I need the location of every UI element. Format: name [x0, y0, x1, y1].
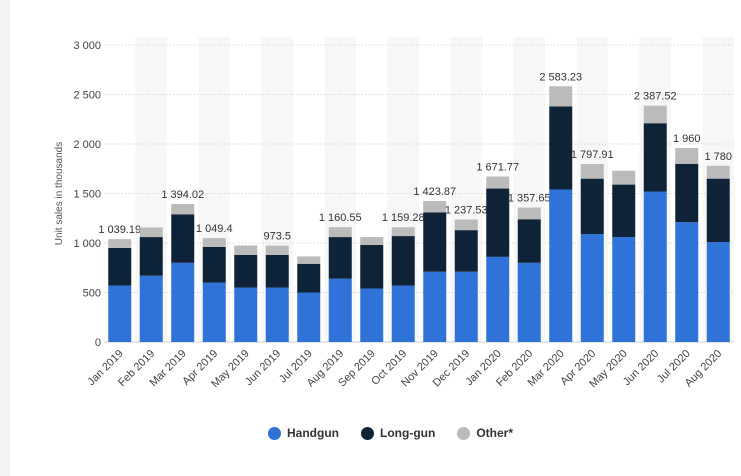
- data-label-total: 1 423.87: [413, 186, 456, 198]
- data-label-total: 1 797.91: [571, 149, 614, 161]
- bar-other-segment: [360, 237, 384, 245]
- legend-label-other: Other*: [476, 426, 513, 440]
- bar-other-segment: [171, 203, 195, 215]
- y-tick-label: 500: [83, 288, 101, 300]
- bar-handgun-segment: [423, 271, 447, 342]
- bar-long-gun-segment: [171, 214, 195, 263]
- data-label-total: 1 160.55: [319, 212, 362, 224]
- bar-long-gun-segment: [486, 188, 510, 257]
- bar-handgun-segment: [675, 222, 699, 342]
- legend-item-long-gun[interactable]: Long-gun: [361, 426, 435, 440]
- bar-long-gun-segment: [297, 263, 321, 293]
- bar-long-gun-segment: [423, 212, 447, 272]
- legend-dot-other: [457, 426, 471, 440]
- y-tick-label: 2 000: [73, 139, 101, 151]
- bar-other-segment: [328, 227, 352, 238]
- bar-long-gun-segment: [234, 254, 258, 288]
- data-label-total: 1 237.53: [445, 204, 488, 216]
- bar-handgun-segment: [549, 189, 573, 342]
- bar-handgun-segment: [234, 287, 258, 342]
- stacked-bar-chart: 0 500 1 000 1 500 2 000 2 500 3 000 Unit sales …: [54, 37, 734, 390]
- y-axis-title: Unit sales in thousands: [54, 142, 65, 245]
- bar-long-gun-segment: [391, 236, 415, 286]
- bar-handgun-segment: [108, 285, 132, 342]
- bar-other-segment: [265, 245, 289, 255]
- data-label-total: 1 394.02: [161, 189, 204, 201]
- bar-handgun-segment: [706, 242, 730, 342]
- legend-item-handgun[interactable]: Handgun: [268, 426, 339, 440]
- data-label-total: 1 671.77: [476, 161, 519, 173]
- bar-handgun-segment: [580, 234, 604, 342]
- bar-handgun-segment: [171, 262, 195, 342]
- bar-handgun-segment: [517, 262, 541, 342]
- y-tick-label: 1 500: [73, 189, 101, 201]
- legend: Handgun Long-gun Other*: [268, 426, 513, 440]
- bar-handgun-segment: [454, 271, 478, 342]
- bar-long-gun-segment: [517, 219, 541, 263]
- y-tick-label: 1 000: [73, 238, 101, 250]
- bar-long-gun-segment: [139, 237, 163, 276]
- bar-other-segment: [580, 164, 604, 179]
- legend-dot-handgun: [268, 426, 281, 440]
- data-label-total: 1 039.19: [98, 224, 141, 236]
- bar-other-segment: [549, 86, 573, 107]
- bar-handgun-segment: [643, 191, 667, 342]
- bar-handgun-segment: [360, 288, 384, 342]
- data-label-total: 1 357.65: [508, 193, 551, 205]
- bar-other-segment: [612, 170, 636, 185]
- bar-other-segment: [643, 105, 667, 124]
- bar-other-segment: [486, 176, 510, 189]
- y-tick-label: 2 500: [73, 90, 101, 102]
- data-label-total: 973.5: [263, 231, 291, 243]
- bar-handgun-segment: [486, 256, 510, 342]
- bar-long-gun-segment: [549, 106, 573, 190]
- bar-long-gun-segment: [612, 184, 636, 238]
- bar-other-segment: [517, 207, 541, 220]
- bar-other-segment: [454, 219, 478, 231]
- bar-other-segment: [234, 245, 258, 255]
- bar-handgun-segment: [139, 275, 163, 342]
- bar-long-gun-segment: [675, 163, 699, 223]
- bar-other-segment: [675, 147, 699, 164]
- legend-label-long-gun: Long-gun: [380, 426, 436, 440]
- bar-long-gun-segment: [360, 244, 384, 289]
- data-label-total: 1 159.28: [382, 212, 425, 224]
- bar-long-gun-segment: [643, 123, 667, 192]
- bar-other-segment: [391, 227, 415, 237]
- bar-handgun-segment: [328, 278, 352, 342]
- legend-label-handgun: Handgun: [287, 426, 339, 440]
- data-label-total: 1 960: [673, 133, 701, 145]
- bar-other-segment: [139, 227, 163, 238]
- legend-dot-long-gun: [361, 426, 374, 440]
- bar-long-gun-segment: [706, 178, 730, 243]
- bar-other-segment: [202, 238, 226, 247]
- bar-handgun-segment: [265, 287, 289, 342]
- bar-handgun-segment: [612, 237, 636, 342]
- bar-other-segment: [706, 165, 730, 179]
- chart-card: 0 500 1 000 1 500 2 000 2 500 3 000 Unit sales …: [10, 0, 741, 476]
- bar-handgun-segment: [297, 292, 321, 342]
- bar-handgun-segment: [391, 285, 415, 342]
- bar-long-gun-segment: [328, 237, 352, 279]
- bar-long-gun-segment: [580, 178, 604, 235]
- bar-handgun-segment: [202, 282, 226, 342]
- data-label-total: 1 049.4: [196, 223, 233, 235]
- bar-other-segment: [108, 239, 132, 248]
- data-label-total: 1 780: [704, 151, 732, 163]
- bar-other-segment: [423, 201, 447, 213]
- bar-long-gun-segment: [202, 246, 226, 283]
- bar-long-gun-segment: [265, 254, 289, 288]
- data-label-total: 2 387.52: [634, 91, 677, 103]
- y-tick-label: 3 000: [73, 40, 101, 52]
- y-tick-label: 0: [95, 337, 101, 349]
- bar-long-gun-segment: [108, 247, 132, 286]
- bar-other-segment: [297, 256, 321, 264]
- bar-long-gun-segment: [454, 230, 478, 272]
- legend-item-other[interactable]: Other*: [457, 426, 513, 440]
- data-label-total: 2 583.23: [539, 71, 582, 83]
